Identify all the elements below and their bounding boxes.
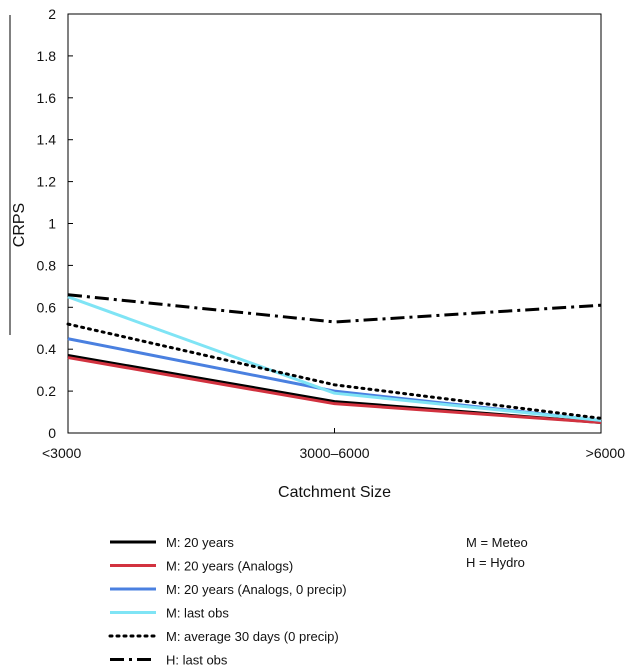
x-tick-label: >6000 <box>586 445 626 461</box>
y-tick-label: 1.6 <box>37 90 57 106</box>
series-line-3 <box>67 295 602 422</box>
x-tick-label: 3000–6000 <box>299 445 369 461</box>
legend-note: M = Meteo <box>466 535 528 550</box>
y-axis-label: CRPS <box>11 203 28 247</box>
y-tick-label: 0.8 <box>37 257 57 273</box>
x-axis-label: Catchment Size <box>278 484 391 501</box>
legend-label: H: last obs <box>166 653 228 665</box>
legend-label: M: 20 years (Analogs) <box>166 559 293 574</box>
y-tick-label: 0.2 <box>37 383 57 399</box>
legend-label: M: 20 years (Analogs, 0 precip) <box>166 582 347 597</box>
series-line-5 <box>67 293 602 324</box>
y-tick-label: 0 <box>48 425 56 441</box>
series-line-4 <box>66 322 603 420</box>
y-tick-label: 1.8 <box>37 48 57 64</box>
y-tick-label: 1 <box>48 216 56 232</box>
legend-label: M: 20 years <box>166 535 234 550</box>
y-tick-label: 1.4 <box>37 132 57 148</box>
x-tick-label: <3000 <box>42 445 82 461</box>
y-tick-label: 1.2 <box>37 174 57 190</box>
y-tick-label: 2 <box>48 6 56 22</box>
legend-label: M: average 30 days (0 precip) <box>166 629 339 644</box>
y-tick-label: 0.6 <box>37 299 57 315</box>
legend-note: H = Hydro <box>466 555 525 570</box>
y-tick-label: 0.4 <box>37 341 57 357</box>
series-line-1 <box>67 356 602 425</box>
legend-label: M: last obs <box>166 606 229 621</box>
